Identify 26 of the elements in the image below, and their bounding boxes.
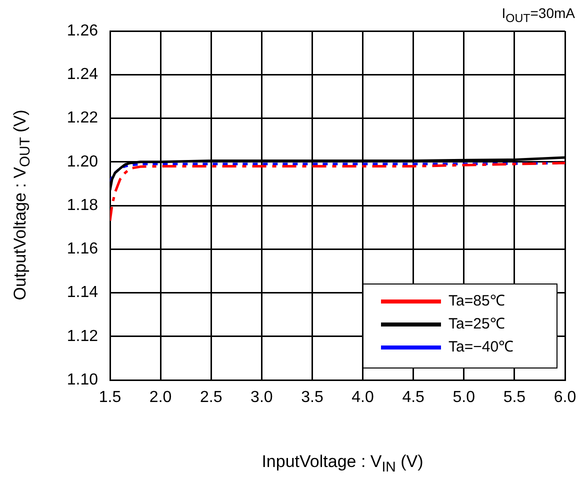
x-tick-label: 6.0	[554, 389, 576, 406]
x-tick-label: 5.0	[452, 389, 476, 406]
y-tick-label: 1.14	[66, 284, 98, 302]
x-tick-label: 1.5	[98, 389, 122, 406]
legend-label: Ta=25℃	[448, 316, 505, 333]
x-tick-label: 3.5	[301, 389, 324, 406]
y-tick-label: 1.24	[66, 66, 98, 84]
x-tick-label: 4.5	[402, 389, 425, 406]
line-series	[110, 162, 565, 222]
x-axis-title: InputVoltage : V$_{IN}$ (V)	[260, 452, 424, 476]
x-tick-label: 2.5	[200, 389, 222, 406]
y-tick-label: 1.22	[66, 110, 98, 127]
x-tick-label: 3.0	[250, 389, 273, 406]
legend-label: Ta=85℃	[448, 292, 505, 310]
legend-label: Ta=−40℃	[448, 338, 514, 356]
x-tick-label: 2.0	[149, 389, 172, 406]
text: I$_{OUT}$=30mA	[502, 5, 575, 25]
y-tick-label: 1.26	[66, 22, 98, 40]
y-tick-label: 1.10	[66, 371, 98, 388]
y-tick-label: 1.18	[66, 196, 98, 214]
y-tick-label: 1.20	[66, 153, 98, 170]
y-tick-label: 1.16	[66, 240, 98, 258]
x-tick-label: 5.5	[503, 389, 526, 406]
y-tick-label: 1.12	[66, 328, 98, 345]
line-series	[110, 162, 565, 183]
x-tick-label: 4.0	[352, 389, 374, 406]
